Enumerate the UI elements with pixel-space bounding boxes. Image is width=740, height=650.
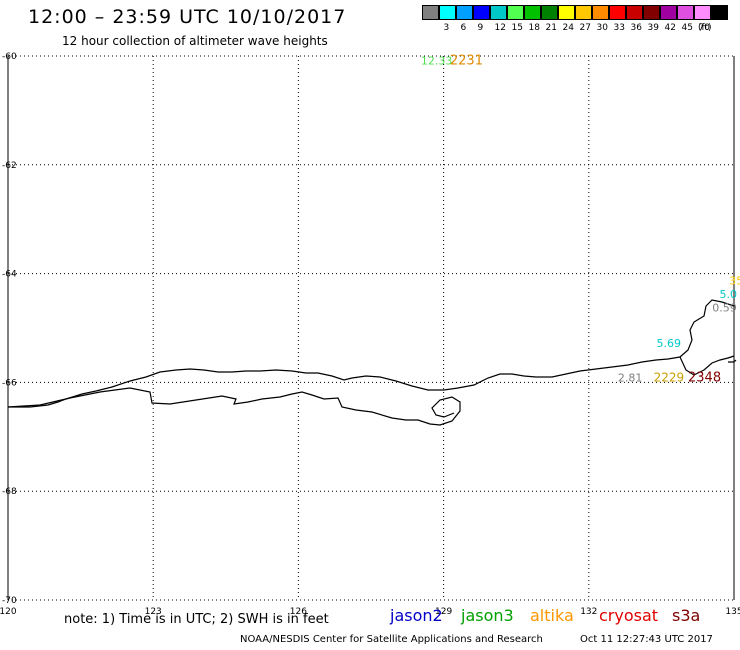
longitude-tick-label: 123 <box>145 607 162 617</box>
axis-tick-labels: 120 123 126 129 132 135 -60 -62 -64 -66 -68 -70 <box>0 52 740 617</box>
wave-height-reading: 2229 <box>654 370 685 384</box>
legend-swatch <box>609 5 626 20</box>
legend-tick-label: 42 <box>664 23 676 33</box>
wave-height-reading: 0.59 <box>712 302 737 315</box>
legend-tick-label: 36 <box>630 23 642 33</box>
wave-height-reading: 2348 <box>688 370 721 385</box>
satellite-s3a: s3a <box>672 606 701 625</box>
legend-tick-label: 39 <box>647 23 659 33</box>
legend-tick-label: 27 <box>579 23 591 33</box>
legend-swatch <box>524 5 541 20</box>
latitude-tick-label: -62 <box>2 161 17 171</box>
latitude-tick-label: -64 <box>2 270 17 280</box>
satellite-cryosat: cryosat <box>599 606 659 625</box>
satellite-jason3: jason3 <box>461 606 514 625</box>
wave-height-reading: 2231 <box>450 54 483 69</box>
legend-tick-label: 9 <box>477 23 484 33</box>
map-title: 12:00 – 23:59 UTC 10/10/2017 <box>28 6 347 28</box>
legend-swatch <box>677 5 694 20</box>
coastline-main <box>8 356 681 408</box>
latitude-tick-label: -66 <box>2 378 17 388</box>
latitude-tick-label: -68 <box>2 487 17 497</box>
legend-swatch <box>694 5 711 20</box>
legend-swatch <box>592 5 609 20</box>
wave-height-reading: 2.81 <box>618 371 643 384</box>
longitude-tick-label: 126 <box>290 607 307 617</box>
longitude-tick-label: 132 <box>580 607 597 617</box>
latitude-tick-label: -70 <box>2 596 17 606</box>
satellite-altika: altika <box>530 606 574 625</box>
coastline-ice-shelf <box>7 387 461 426</box>
wave-height-reading: 5.69 <box>657 337 682 350</box>
wave-height-reading: 35 <box>729 274 740 287</box>
footnote: note: 1) Time is in UTC; 2) SWH is in fe… <box>64 612 329 627</box>
legend-swatch <box>422 5 439 20</box>
coastline-east-lobe <box>679 299 737 376</box>
graticule-grid <box>7 55 735 601</box>
legend-tick-label: 33 <box>613 23 625 33</box>
legend-tick-label: 21 <box>545 23 557 33</box>
longitude-tick-label: 120 <box>0 607 17 617</box>
legend-swatch <box>541 5 558 20</box>
latitude-tick-label: -60 <box>2 52 17 62</box>
longitude-tick-label: 135 <box>725 607 740 617</box>
legend-swatch <box>575 5 592 20</box>
legend-tick-label: 15 <box>511 23 523 33</box>
satellite-jason2: jason2 <box>390 606 443 625</box>
legend-tick-label: 3 <box>443 23 450 33</box>
legend-swatch <box>490 5 507 20</box>
credit-line: NOAA/NESDIS Center for Satellite Applica… <box>240 634 543 645</box>
legend-tick-label: 70 <box>698 23 710 33</box>
legend-unit-label: (ft) <box>698 23 712 33</box>
legend-swatch <box>473 5 490 20</box>
map-subtitle: 12 hour collection of altimeter wave hei… <box>62 34 328 48</box>
wave-height-reading: 12.33 <box>421 55 453 68</box>
legend-swatch <box>507 5 524 20</box>
legend-tick-label: 12 <box>494 23 506 33</box>
legend-swatch <box>558 5 575 20</box>
legend-swatch <box>660 5 677 20</box>
longitude-tick-label: 129 <box>435 607 452 617</box>
legend-tick-label: 24 <box>562 23 574 33</box>
antarctic-coastline <box>7 299 737 426</box>
legend-swatch <box>626 5 643 20</box>
generation-timestamp: Oct 11 12:27:43 UTC 2017 <box>580 634 713 645</box>
legend-swatch <box>643 5 660 20</box>
legend-tick-label: 45 <box>681 23 693 33</box>
legend-swatch <box>456 5 473 20</box>
legend-tick-label: 6 <box>460 23 467 33</box>
legend-swatch <box>711 5 728 20</box>
legend-tick-label: 18 <box>528 23 540 33</box>
wave-height-reading: 5.0 <box>719 288 737 301</box>
legend-tick-label: 30 <box>596 23 608 33</box>
legend-swatch <box>439 5 456 20</box>
